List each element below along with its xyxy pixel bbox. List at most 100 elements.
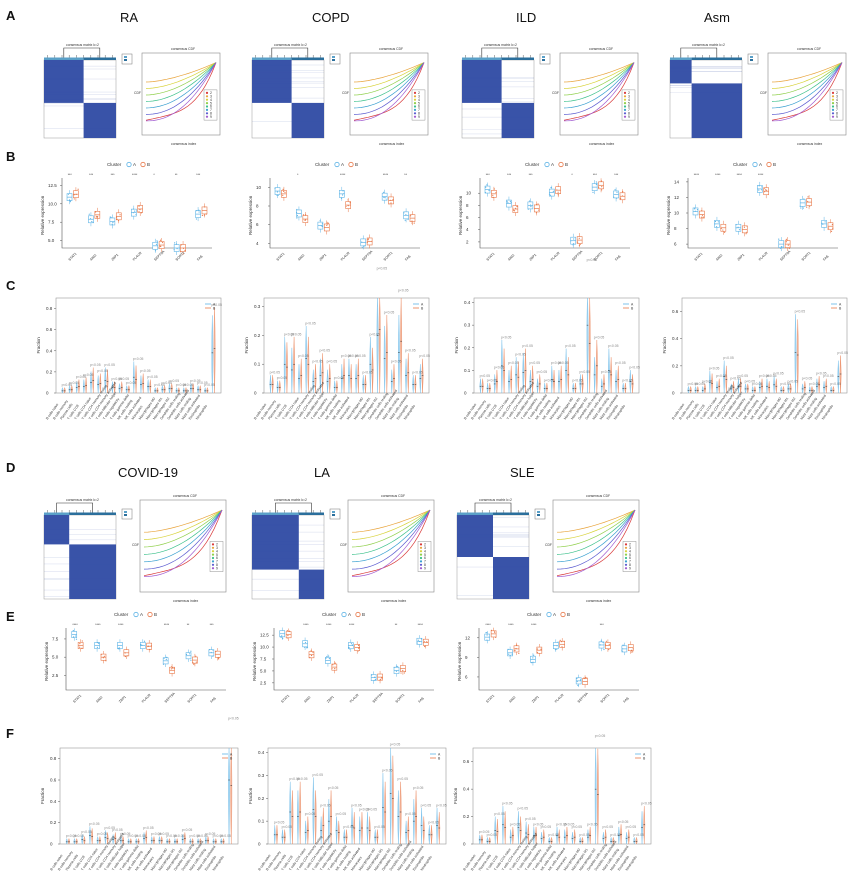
box-point-B xyxy=(366,242,368,244)
sig-marker: *** xyxy=(614,173,619,177)
cdf-curve-k8 xyxy=(351,509,431,570)
violin-B xyxy=(704,383,706,394)
violin-A xyxy=(127,838,130,845)
box-point-A xyxy=(403,212,405,214)
frac-pvalue: p<0.05 xyxy=(147,375,158,379)
frac-pvalue: p<0.05 xyxy=(112,377,123,381)
violin-A xyxy=(773,376,775,394)
box-point-B xyxy=(334,667,336,670)
gene-label: STAT1 xyxy=(68,252,78,262)
box-point-A xyxy=(548,193,551,195)
box-point-B xyxy=(807,196,809,198)
cdf-xlabel: consensus index xyxy=(379,142,405,146)
consensus-block-2 xyxy=(501,102,534,138)
box-point-B xyxy=(557,194,560,196)
box-point-A xyxy=(75,638,78,640)
box-point-B xyxy=(402,669,404,672)
violin-A xyxy=(579,836,582,845)
box-point-B xyxy=(357,644,360,646)
violin-B xyxy=(392,755,394,845)
cluster-bar-2 xyxy=(493,512,529,515)
violin-B xyxy=(718,378,721,394)
cdf-curve-k7 xyxy=(771,62,843,109)
matrix-legend-key1 xyxy=(332,511,335,513)
cdf-curve-k5 xyxy=(353,62,425,96)
violin-A xyxy=(608,348,610,394)
violin-B xyxy=(271,375,274,394)
cdf-curve-k6 xyxy=(353,62,425,102)
frac-pvalue: p<0.05 xyxy=(572,825,583,829)
frac-pvalue: p<0.05 xyxy=(182,828,193,832)
box-point-A xyxy=(735,224,737,226)
frac-pvalue: p<0.05 xyxy=(328,786,339,790)
violin-B xyxy=(775,378,778,394)
cdf-curve-k2 xyxy=(351,509,431,577)
cdf-legend-dot xyxy=(831,102,835,105)
box-point-B xyxy=(559,639,561,641)
gene-label: SORT1 xyxy=(175,251,186,262)
box-point-B xyxy=(631,651,633,653)
cdf-legend-dot xyxy=(413,102,417,105)
frac-pvalue: p<0.05 xyxy=(297,777,308,781)
box-point-B xyxy=(367,238,369,240)
cdf-title: consensus CDF xyxy=(589,47,613,51)
frac-pvalue: p<0.05 xyxy=(69,381,80,385)
frac-pvalue: p<0.05 xyxy=(533,822,544,826)
sig-marker: * xyxy=(297,173,299,177)
cluster-legend-b-key xyxy=(355,611,361,618)
box-point-A xyxy=(328,655,330,657)
violin-A xyxy=(135,838,138,845)
cdf-legend-dot xyxy=(205,91,209,94)
frac-pvalue: p<0.05 xyxy=(830,382,841,386)
box-point-B xyxy=(304,214,307,216)
cdf-ylabel: CDF xyxy=(340,543,347,547)
violin-B xyxy=(68,838,70,845)
violin-A xyxy=(389,747,392,845)
matrix-legend-key2 xyxy=(750,59,753,61)
panel-label-d: D xyxy=(6,460,15,475)
box-point-A xyxy=(486,632,488,634)
matrix-legend-key1 xyxy=(542,56,545,58)
violin-A xyxy=(758,381,761,394)
cdf-curve-k6 xyxy=(556,509,636,555)
box-point-A xyxy=(98,642,100,644)
violin-B xyxy=(63,387,66,394)
frac-pvalue: p<0.05 xyxy=(104,363,115,367)
violin-A xyxy=(143,832,145,845)
box-point-B xyxy=(722,229,724,231)
box-point-A xyxy=(352,644,354,646)
box-point-B xyxy=(515,207,517,209)
violin-B xyxy=(624,382,627,394)
frac-pvalue: p<0.05 xyxy=(305,321,316,325)
frac-pvalue: p<0.05 xyxy=(802,377,813,381)
box-point-A xyxy=(530,206,532,208)
frac-pvalue: p<0.05 xyxy=(76,375,87,379)
consensus-matrix-covid19 xyxy=(43,502,133,600)
violin-A xyxy=(75,381,78,394)
gene-label: ZBP1 xyxy=(326,695,335,704)
violin-B xyxy=(811,385,813,394)
cdf-legend-label: 6 xyxy=(424,556,426,560)
cdf-legend-dot xyxy=(624,543,628,546)
violin-A xyxy=(412,375,415,394)
violin-B xyxy=(192,382,194,394)
consensus-block-2 xyxy=(691,83,742,138)
frac-pvalue: p<0.05 xyxy=(327,360,338,364)
frac-ytick-label: 0.2 xyxy=(672,363,679,368)
violin-B xyxy=(550,836,553,845)
violin-B xyxy=(314,790,317,845)
frac-ytick-label: 0.6 xyxy=(672,309,679,314)
frac-ytick-label: 0 xyxy=(672,391,675,396)
frac-pvalue: p<0.05 xyxy=(120,832,131,836)
cluster-legend-a-key xyxy=(334,161,340,168)
cdf-xlabel: consensus index xyxy=(586,599,612,603)
panel-label-c: C xyxy=(6,278,16,293)
cdf-curve-k3 xyxy=(145,62,217,83)
violin-B xyxy=(384,781,386,845)
frac-pvalue: p<0.05 xyxy=(601,370,612,374)
box-point-B xyxy=(605,640,607,642)
box-point-B xyxy=(493,188,495,190)
box-point-B xyxy=(535,204,538,206)
cluster-bar-1 xyxy=(44,57,84,60)
box-point-B xyxy=(426,641,428,643)
